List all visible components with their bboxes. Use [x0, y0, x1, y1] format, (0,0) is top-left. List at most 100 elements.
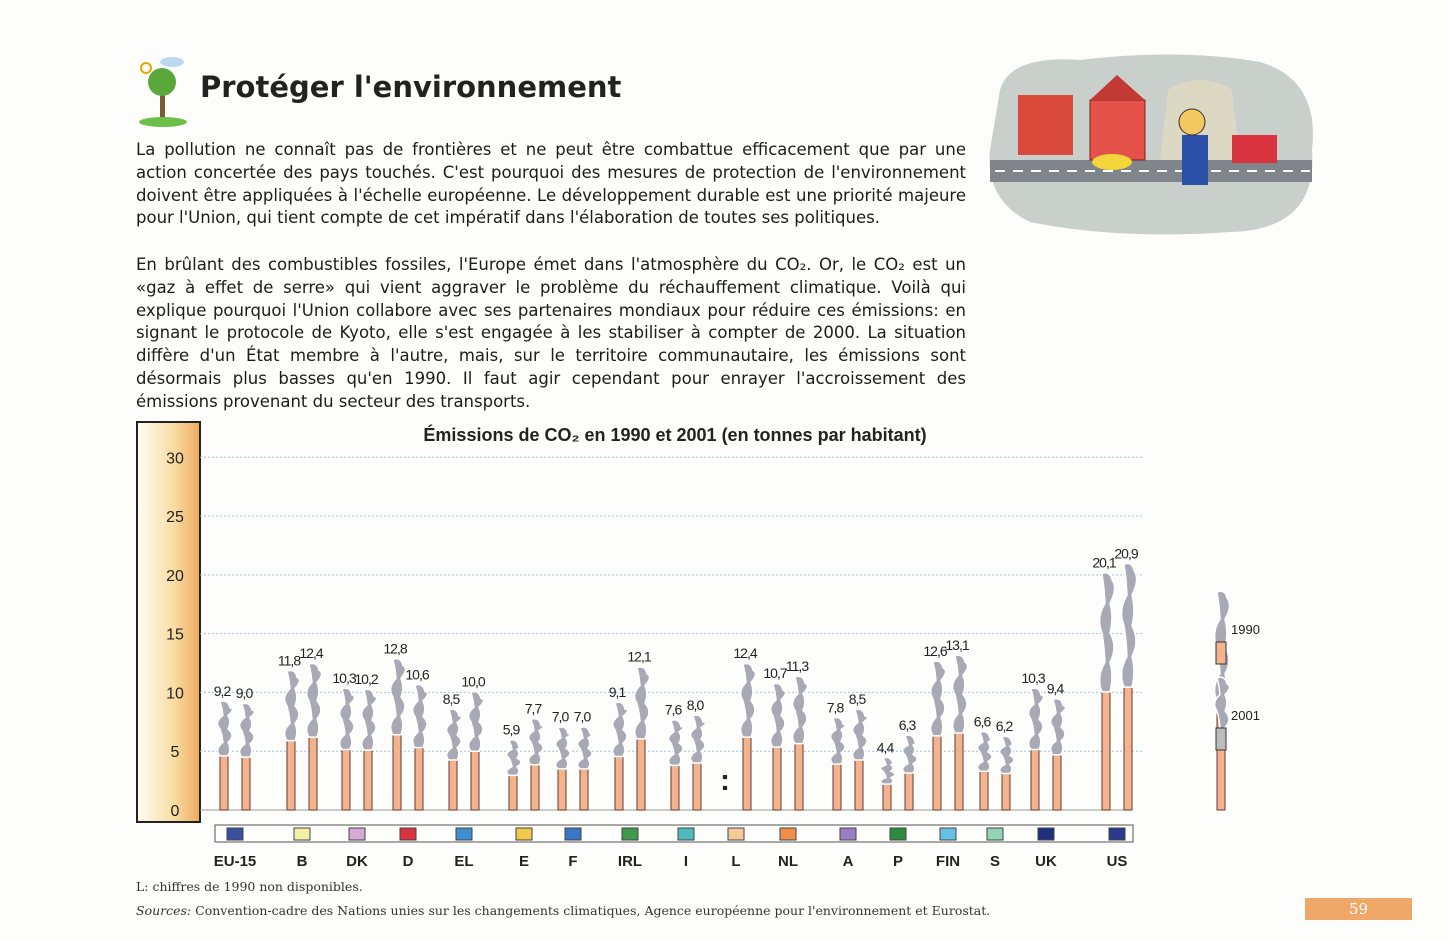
legend-label: 2001: [1231, 708, 1260, 723]
country-swatch: [839, 827, 857, 841]
missing-label: :: [720, 764, 730, 797]
y-tick-label: 25: [166, 509, 184, 526]
chimney-bar: [411, 683, 429, 811]
chimney-bar: [576, 726, 594, 811]
value-label: 11,3: [786, 658, 809, 674]
chimney-bar: [1098, 572, 1116, 811]
chimney: [794, 743, 804, 811]
chimney-bar: [689, 714, 707, 811]
x-tick-label: F: [568, 853, 577, 870]
chimney-bar: [951, 654, 969, 811]
chimney-bar: [976, 730, 994, 811]
value-label: 6,3: [899, 717, 917, 733]
value-label: 10,7: [763, 665, 787, 681]
footnote: L: chiffres de 1990 non disponibles.: [136, 879, 363, 894]
chimney-bar: [1120, 562, 1138, 811]
illustration: [989, 54, 1313, 235]
value-label: 10,2: [354, 671, 378, 687]
chimney: [286, 740, 296, 811]
value-label: 9,0: [236, 685, 254, 701]
chimney: [882, 783, 892, 811]
chimney: [579, 768, 589, 811]
value-label: 9,1: [609, 684, 627, 700]
chimney-bar: [769, 682, 787, 811]
value-label: 7,7: [525, 700, 543, 716]
chimney-bar: [360, 688, 378, 811]
legend-chimney: [1215, 727, 1227, 751]
smoke: [216, 700, 234, 757]
chimney: [1123, 686, 1133, 811]
sources: Sources: Convention-cadre des Nations un…: [136, 903, 990, 918]
smoke: [739, 662, 757, 738]
chimney: [1052, 754, 1062, 811]
value-label: 12,4: [299, 645, 323, 661]
axis-box: [136, 421, 201, 823]
smoke: [611, 701, 629, 758]
value-label: 8,5: [849, 691, 867, 707]
smoke: [976, 730, 994, 772]
y-tick-label: 20: [166, 568, 184, 585]
chimney: [904, 772, 914, 811]
smoke: [238, 702, 256, 758]
tree-icon: [139, 57, 187, 127]
smoke: [360, 688, 378, 751]
chimney-bar: [527, 717, 545, 811]
chimney-bar: [791, 675, 809, 811]
chimney: [341, 748, 351, 811]
smoke: [689, 714, 707, 764]
value-label: 7,6: [665, 702, 683, 718]
value-label: 8,5: [443, 691, 461, 707]
value-label: 8,0: [687, 697, 705, 713]
country-swatch: [1037, 827, 1055, 841]
value-label: 6,2: [996, 718, 1014, 734]
country-swatch: [293, 827, 311, 841]
x-tick-label: B: [297, 853, 308, 870]
chimney: [742, 736, 752, 811]
chimney: [530, 764, 540, 811]
country-swatch: [939, 827, 957, 841]
value-label: 10,0: [461, 673, 485, 689]
value-label: 7,0: [574, 709, 592, 725]
chimney: [219, 755, 229, 811]
country-swatch: [564, 827, 582, 841]
smoke: [901, 734, 919, 774]
legend: 1990 2001: [1213, 590, 1260, 811]
smoke: [411, 683, 429, 749]
y-tick-label: 10: [166, 685, 184, 702]
chimney: [932, 735, 942, 811]
chimney-bar: [929, 660, 947, 811]
chimney: [636, 738, 646, 811]
value-label: 20,9: [1114, 545, 1138, 561]
value-label: 12,8: [383, 641, 407, 657]
smoke: [879, 756, 897, 785]
value-label: 4,4: [877, 739, 895, 755]
paragraph: En brûlant des combustibles fossiles, l'…: [136, 255, 966, 411]
legend-chimney: [1215, 641, 1227, 665]
smoke: [1213, 676, 1231, 745]
sources-label: Sources:: [136, 903, 192, 918]
chimney-bar: [305, 662, 323, 811]
chimney: [414, 747, 424, 811]
chimney-bar: [667, 719, 685, 811]
smoke: [527, 717, 545, 766]
chimney-bar: [216, 700, 234, 811]
chimney: [614, 756, 624, 811]
chimney-bar: [505, 739, 523, 811]
chart-title: Émissions de CO₂ en 1990 et 2001 (en ton…: [423, 424, 926, 445]
value-label: 5,9: [503, 722, 521, 738]
smoke: [829, 716, 847, 765]
chimney: [448, 759, 458, 811]
chimney: [392, 734, 402, 811]
chimney-bar: [633, 666, 651, 811]
chimney-bar: [338, 687, 356, 811]
smoke: [305, 662, 323, 738]
country-swatch: [779, 827, 797, 841]
country-swatch: [889, 827, 907, 841]
chimney: [1216, 743, 1226, 811]
chimney: [670, 764, 680, 811]
smoke: [1120, 562, 1138, 688]
y-tick-label: 30: [166, 450, 184, 467]
value-label: 12,1: [627, 649, 651, 665]
chimney-bar: [389, 658, 407, 811]
value-label: 9,4: [1047, 680, 1065, 696]
